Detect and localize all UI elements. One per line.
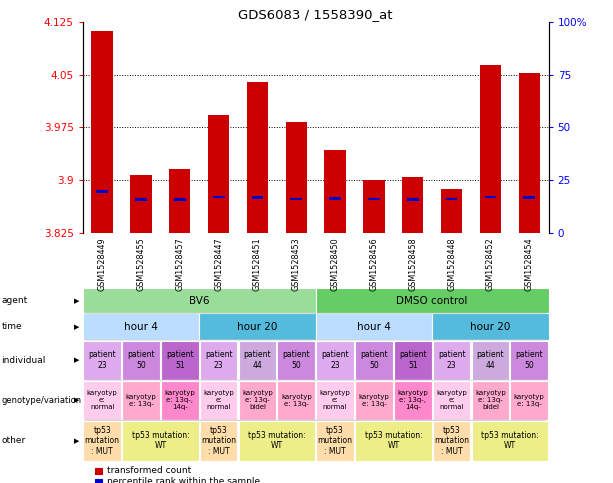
Text: karyotyp
e: 13q-: karyotyp e: 13q-: [514, 394, 544, 407]
Text: karyotyp
e:
normal: karyotyp e: normal: [87, 390, 118, 410]
Bar: [324, 151, 346, 233]
Text: individual: individual: [1, 355, 45, 365]
Bar: [484, 196, 497, 199]
Text: patient
51: patient 51: [166, 350, 194, 370]
Text: patient
50: patient 50: [516, 350, 543, 370]
Bar: [174, 199, 186, 201]
Text: other: other: [1, 436, 26, 445]
Text: karyotyp
e: 13q-
bidel: karyotyp e: 13q- bidel: [475, 390, 506, 410]
Text: hour 20: hour 20: [237, 322, 278, 332]
Bar: [131, 175, 151, 233]
Text: ▶: ▶: [74, 397, 80, 403]
Text: GSM1528453: GSM1528453: [292, 237, 301, 291]
Text: GSM1528449: GSM1528449: [97, 237, 107, 291]
Text: patient
50: patient 50: [283, 350, 310, 370]
Text: GSM1528458: GSM1528458: [408, 237, 417, 291]
Bar: [135, 199, 147, 201]
Text: tp53 mutation:
WT: tp53 mutation: WT: [248, 431, 306, 451]
Text: ▶: ▶: [74, 298, 80, 304]
Bar: [208, 114, 229, 233]
Bar: [368, 198, 380, 200]
Text: GSM1528457: GSM1528457: [175, 237, 185, 291]
Text: patient
50: patient 50: [360, 350, 388, 370]
Text: percentile rank within the sample: percentile rank within the sample: [107, 477, 261, 483]
Text: patient
44: patient 44: [243, 350, 272, 370]
Text: tp53 mutation:
WT: tp53 mutation: WT: [132, 431, 189, 451]
Text: ▶: ▶: [74, 438, 80, 444]
Bar: [519, 73, 540, 233]
Text: DMSO control: DMSO control: [397, 296, 468, 306]
Bar: [524, 196, 535, 199]
Text: GSM1528454: GSM1528454: [525, 237, 534, 291]
Text: tp53
mutation
: MUT: tp53 mutation : MUT: [434, 426, 469, 455]
Text: genotype/variation: genotype/variation: [1, 396, 82, 405]
Text: karyotyp
e: 13q-: karyotyp e: 13q-: [281, 394, 311, 407]
Text: GSM1528456: GSM1528456: [370, 237, 378, 291]
Text: hour 4: hour 4: [357, 322, 391, 332]
Text: GSM1528447: GSM1528447: [214, 237, 223, 291]
Bar: [480, 65, 501, 233]
Text: patient
51: patient 51: [399, 350, 427, 370]
Text: karyotyp
e: 13q-: karyotyp e: 13q-: [359, 394, 389, 407]
Text: tp53
mutation
: MUT: tp53 mutation : MUT: [85, 426, 120, 455]
Bar: [329, 197, 341, 200]
Bar: [446, 198, 457, 200]
Bar: [286, 122, 307, 233]
Bar: [247, 82, 268, 233]
Text: karyotyp
e:
normal: karyotyp e: normal: [320, 390, 351, 410]
Text: ▶: ▶: [74, 357, 80, 363]
Bar: [402, 176, 424, 233]
Title: GDS6083 / 1558390_at: GDS6083 / 1558390_at: [238, 8, 393, 21]
Text: tp53
mutation
: MUT: tp53 mutation : MUT: [201, 426, 236, 455]
Text: patient
23: patient 23: [205, 350, 232, 370]
Bar: [364, 180, 384, 233]
Text: karyotyp
e: 13q-,
14q-: karyotyp e: 13q-, 14q-: [397, 390, 428, 410]
Text: time: time: [1, 322, 22, 331]
Text: agent: agent: [1, 297, 28, 305]
Text: patient
50: patient 50: [127, 350, 155, 370]
Text: karyotyp
e: 13q-
bidel: karyotyp e: 13q- bidel: [242, 390, 273, 410]
Text: patient
23: patient 23: [438, 350, 465, 370]
Text: GSM1528455: GSM1528455: [137, 237, 145, 291]
Text: GSM1528452: GSM1528452: [486, 237, 495, 291]
Text: GSM1528450: GSM1528450: [330, 237, 340, 291]
Bar: [441, 189, 462, 233]
Bar: [169, 169, 191, 233]
Bar: [251, 196, 264, 199]
Text: karyotyp
e:
normal: karyotyp e: normal: [436, 390, 467, 410]
Text: patient
23: patient 23: [321, 350, 349, 370]
Text: tp53
mutation
: MUT: tp53 mutation : MUT: [318, 426, 352, 455]
Text: karyotyp
e: 13q-,
14q-: karyotyp e: 13q-, 14q-: [164, 390, 195, 410]
Text: tp53 mutation:
WT: tp53 mutation: WT: [481, 431, 539, 451]
Bar: [96, 190, 108, 193]
Text: patient
44: patient 44: [476, 350, 504, 370]
Text: karyotyp
e:
normal: karyotyp e: normal: [204, 390, 234, 410]
Bar: [213, 196, 224, 199]
Text: BV6: BV6: [189, 296, 210, 306]
Text: ▶: ▶: [74, 324, 80, 330]
Bar: [91, 31, 113, 233]
Text: GSM1528451: GSM1528451: [253, 237, 262, 291]
Text: tp53 mutation:
WT: tp53 mutation: WT: [365, 431, 422, 451]
Text: hour 4: hour 4: [124, 322, 158, 332]
Bar: [407, 199, 419, 201]
Text: transformed count: transformed count: [107, 467, 191, 475]
Text: hour 20: hour 20: [470, 322, 511, 332]
Bar: [291, 198, 302, 200]
Text: GSM1528448: GSM1528448: [447, 237, 456, 291]
Text: karyotyp
e: 13q-: karyotyp e: 13q-: [126, 394, 156, 407]
Text: patient
23: patient 23: [88, 350, 116, 370]
